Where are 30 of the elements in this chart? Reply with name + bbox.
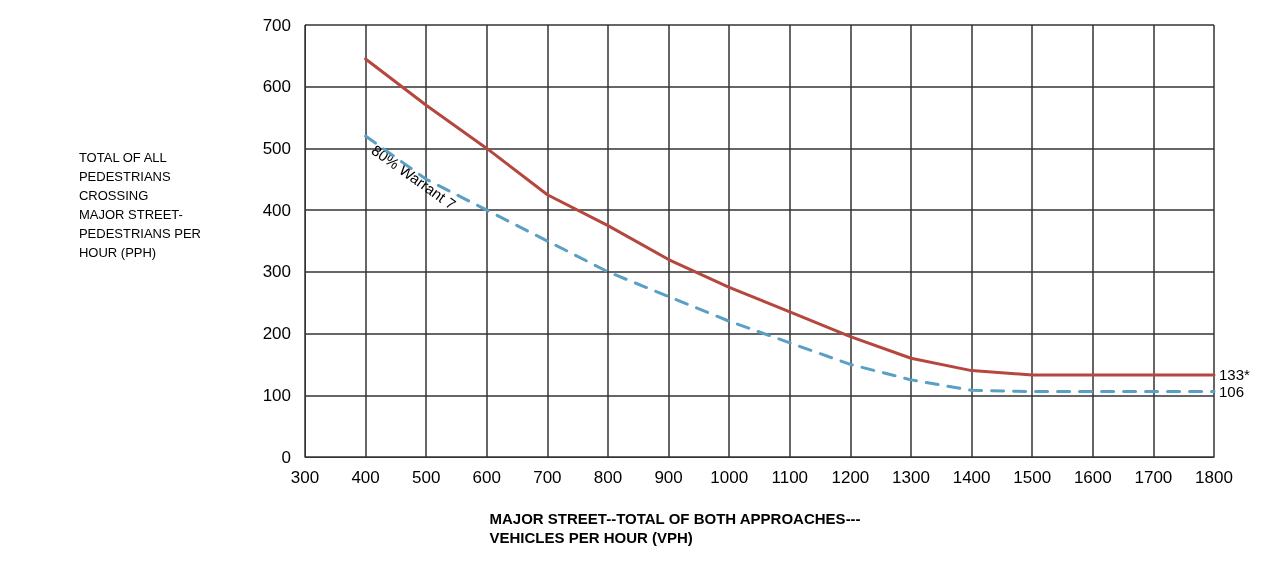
x-tick-label: 1500 (1013, 468, 1052, 487)
x-tick-label: 700 (533, 468, 562, 487)
x-tick-label: 500 (412, 468, 441, 487)
x-tick-label: 600 (472, 468, 501, 487)
y-tick-label: 700 (262, 15, 291, 35)
x-tick-label: 1400 (952, 468, 991, 487)
x-tick-label: 1100 (771, 468, 809, 487)
data-label: 106 (1219, 383, 1245, 401)
y-tick-label: 500 (262, 138, 291, 158)
line-series (364, 57, 1216, 377)
y-tick-label: 0 (281, 447, 291, 467)
x-tick-label: 1300 (892, 468, 930, 487)
x-tick-label: 1200 (831, 468, 870, 487)
y-tick-label: 300 (262, 262, 291, 282)
x-tick-label: 800 (593, 468, 623, 487)
y-tick-label: 400 (262, 200, 291, 220)
x-tick-label: 1000 (710, 468, 749, 487)
x-tick-label: 1600 (1073, 468, 1112, 487)
x-axis-title: MAJOR STREET--TOTAL OF BOTH APPROACHES--- VEHICLES PER HOUR (VPH) (489, 510, 861, 546)
line-series (364, 134, 1216, 394)
x-tick-label: 300 (290, 468, 320, 487)
x-tick-label: 1800 (1195, 468, 1233, 487)
x-tick-label: 1700 (1134, 468, 1173, 487)
data-label: 133* (1219, 366, 1251, 384)
y-tick-label: 100 (262, 385, 291, 405)
x-tick-label: 400 (351, 468, 380, 487)
x-tick-label: 900 (654, 468, 683, 487)
y-axis-title: TOTAL OF ALL PEDESTRIANS CROSSING MAJOR STREET- PEDESTRIANS PER HOUR (PPH) (78, 150, 202, 260)
y-tick-label: 200 (262, 324, 291, 344)
y-tick-label: 600 (262, 77, 291, 97)
